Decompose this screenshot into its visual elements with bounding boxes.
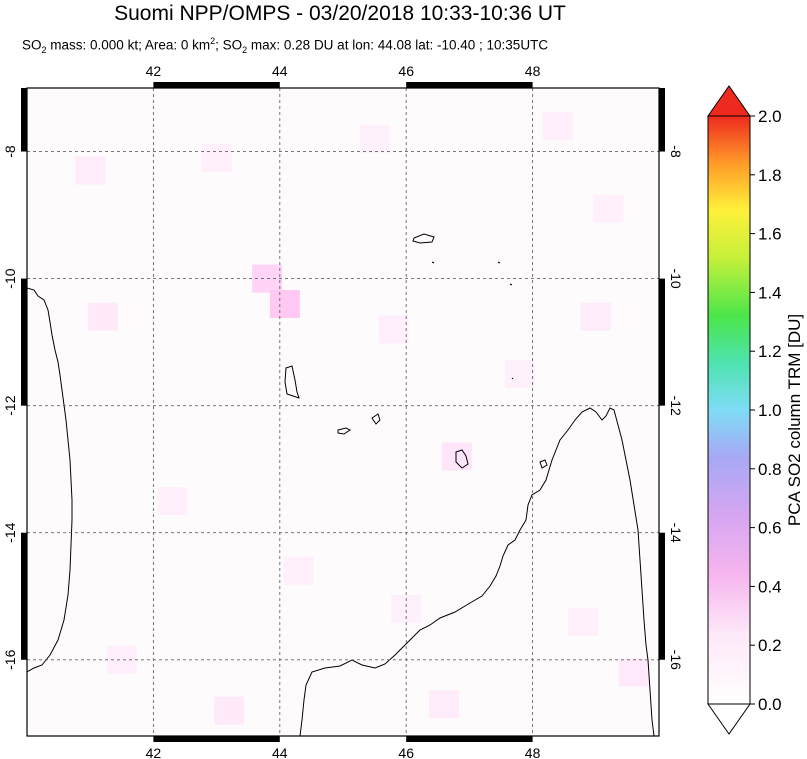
colorbar-tick-2: 0.4: [758, 577, 782, 596]
colorbar: 0.0 0.2 0.4 0.6 0.8 1.0 1.2 1.4 1.6 1.8 2.0 PCA SO…: [707, 85, 804, 735]
frame-bar-right-4: [659, 532, 665, 660]
so2-cell-9: [504, 359, 535, 388]
so2-cell-3: [542, 112, 573, 141]
xtick-top-44: 44: [272, 63, 288, 79]
island-aldabra: [412, 233, 435, 244]
ytick-left-m12: -12: [2, 395, 18, 415]
island-small-2: [497, 261, 501, 264]
frame-bar-bottom-3: [406, 736, 533, 742]
so2-cell-19: [618, 658, 649, 687]
gridlines: [27, 88, 659, 736]
so2-cell-1: [201, 143, 232, 172]
so2-cell-16: [214, 696, 245, 725]
island-anjouan: [371, 413, 381, 425]
ytick-left-m14: -14: [2, 522, 18, 542]
so2-cell-8: [378, 315, 409, 344]
island-small-3: [509, 283, 513, 286]
so2-cell-7: [87, 302, 118, 331]
xtick-top-42: 42: [146, 63, 162, 79]
so2-cell-18: [568, 607, 599, 636]
colorbar-tick-8: 1.6: [758, 225, 782, 244]
coastline-madagascar: [299, 407, 655, 736]
island-nosy-be: [539, 459, 548, 469]
colorbar-tick-5: 1.0: [758, 401, 782, 420]
xtick-bottom-44: 44: [272, 745, 288, 759]
xtick-top-48: 48: [525, 63, 541, 79]
so2-cell-10: [580, 302, 611, 331]
colorbar-tick-1: 0.2: [758, 636, 782, 655]
xtick-top-46: 46: [398, 63, 414, 79]
frame-ticks: [21, 82, 665, 742]
xtick-bottom-42: 42: [146, 745, 162, 759]
chart-title: Suomi NPP/OMPS - 03/20/2018 10:33-10:36 …: [114, 2, 566, 25]
so2-cell-11: [441, 442, 472, 471]
island-small-1: [431, 261, 435, 264]
island-moheli: [337, 427, 351, 435]
coastline-africa: [27, 287, 73, 673]
ytick-left-m8: -8: [2, 145, 18, 158]
colorbar-tick-3: 0.6: [758, 519, 782, 538]
so2-cell-4: [593, 194, 624, 223]
frame-bar-right-2: [659, 278, 665, 406]
coastlines: [27, 233, 655, 736]
frame-bar-top-3: [406, 82, 533, 88]
frame-bar-left-2: [21, 278, 27, 406]
island-small-4: [511, 377, 514, 380]
so2-cell-12: [157, 486, 188, 515]
colorbar-tick-7: 1.4: [758, 283, 782, 302]
colorbar-label: PCA SO2 column TRM [DU]: [785, 314, 804, 526]
colorbar-tick-10: 2.0: [758, 107, 782, 126]
so2-cell-13: [283, 556, 314, 585]
so2-cell-2: [359, 124, 390, 153]
colorbar-min-arrow: [707, 703, 751, 735]
so2-cell-6: [269, 290, 300, 318]
map-frame: [26, 87, 660, 737]
xtick-bottom-46: 46: [398, 745, 414, 759]
ytick-right-m14: -14: [668, 523, 684, 543]
so2-cells: [75, 112, 649, 725]
ytick-left-m16: -16: [2, 649, 18, 669]
frame-bar-left-0: [21, 88, 27, 152]
ytick-right-m8: -8: [668, 145, 684, 158]
chart-subtitle: SO2 mass: 0.000 kt; Area: 0 km2; SO2 max…: [22, 36, 549, 56]
colorbar-tick-9: 1.8: [758, 166, 782, 185]
frame-bar-top-1: [153, 82, 280, 88]
ytick-left-m10: -10: [2, 268, 18, 288]
ytick-right-m10: -10: [668, 268, 684, 288]
ytick-right-m12: -12: [668, 396, 684, 416]
colorbar-ramp: [707, 115, 751, 705]
colorbar-max-arrow: [707, 85, 751, 117]
frame-bar-bottom-1: [153, 736, 280, 742]
ytick-right-m16: -16: [668, 650, 684, 670]
xtick-bottom-48: 48: [525, 745, 541, 759]
colorbar-tick-0: 0.0: [758, 695, 782, 714]
so2-cell-17: [429, 690, 460, 719]
frame-bar-right-0: [659, 88, 665, 152]
colorbar-tick-6: 1.2: [758, 342, 782, 361]
island-mayotte: [455, 449, 469, 469]
colorbar-tick-4: 0.8: [758, 460, 782, 479]
island-grande-comore: [284, 365, 300, 399]
so2-cell-0: [75, 156, 106, 185]
tick-labels: 42 42 44 44 46 46 48 48 -8 -8 -10 -10 -12 -12 -14 -14 -1…: [2, 63, 684, 759]
map-background: [27, 88, 659, 736]
frame-bar-left-4: [21, 532, 27, 660]
